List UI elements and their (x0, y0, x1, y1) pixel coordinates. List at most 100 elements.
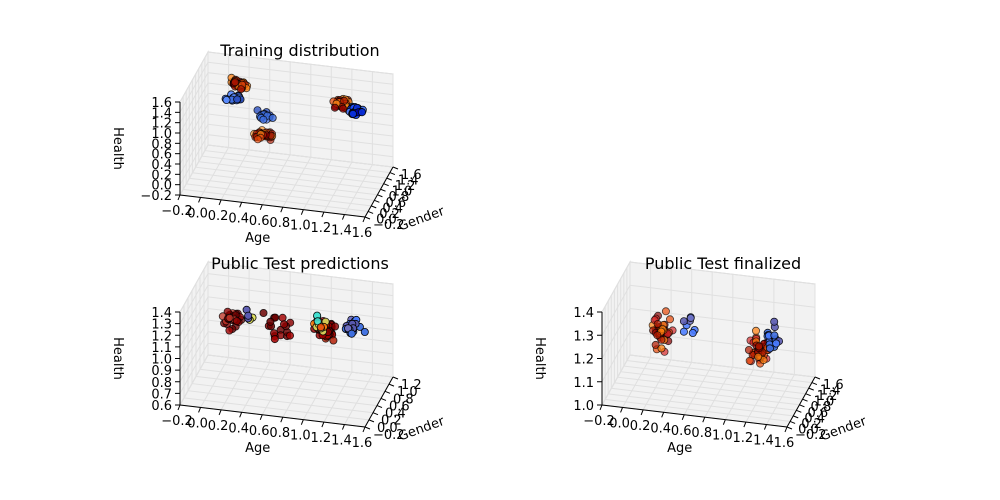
y-tick-label: 1.2 (395, 179, 416, 194)
x-axis-label: Age (667, 441, 692, 456)
z-tick-label: 1.4 (573, 306, 594, 321)
z-tick-label: 1.0 (573, 399, 594, 414)
data-point (329, 336, 338, 345)
x-tick-label: 1.2 (311, 221, 332, 236)
y-tick-label: 0.6 (385, 196, 406, 211)
y-tick-label: 0.0 (377, 421, 398, 436)
x-tick-label: 1.0 (290, 429, 311, 444)
y-tick-label: 1.0 (392, 185, 413, 200)
y-tick-label: 0.4 (382, 201, 403, 216)
data-point (752, 326, 761, 335)
z-tick-label: 0.4 (151, 158, 172, 173)
data-point (231, 78, 240, 87)
data-point (770, 317, 779, 326)
x-axis-line (179, 404, 366, 428)
y-axis-line (786, 376, 816, 428)
z-tick-label: 1.4 (151, 106, 172, 121)
z-tick-label: 1.3 (151, 318, 172, 333)
y-tick-label: 0.8 (393, 392, 414, 407)
subplot-public-test-predictions: −0.20.0 0.2 0.4 0.6 0.8 1.0 1.2 1.4 1.6−0.20.00.… (110, 254, 447, 456)
x-tick-label: 0.8 (691, 426, 712, 441)
data-point (765, 344, 774, 353)
data-point (770, 331, 779, 340)
y-tick-label: −0.2 (373, 218, 405, 233)
data-point (244, 311, 253, 320)
z-tick-label: 0.7 (151, 387, 172, 402)
y-tick-label: 1.4 (398, 174, 419, 189)
x-tick-label: 0.2 (208, 419, 229, 434)
x-tick-label: 0.8 (269, 216, 290, 231)
data-point (347, 329, 356, 338)
y-tick-label: 0.8 (389, 190, 410, 205)
z-tick-label: 0.0 (151, 179, 172, 194)
z-tick-label: 1.1 (151, 341, 172, 356)
z-tick-label: −0.2 (140, 189, 172, 204)
x-tick-label: 0.4 (228, 211, 249, 226)
data-point (339, 104, 348, 113)
x-tick-label: 0.0 (187, 206, 208, 221)
y-axis-line (364, 376, 394, 428)
z-tick-label: 0.8 (151, 137, 172, 152)
data-point (253, 135, 262, 144)
data-point (233, 95, 242, 104)
data-point (679, 327, 688, 336)
z-axis-label: Health (532, 337, 547, 380)
data-point (755, 342, 764, 351)
x-tick-label: 1.6 (774, 436, 795, 451)
y-tick-label: 0.6 (807, 406, 828, 421)
y-tick-label: 1.6 (823, 378, 844, 393)
data-point (686, 314, 695, 323)
x-tick-label: 1.2 (733, 431, 754, 446)
subplot-training-distribution: −0.20.0 0.2 0.4 0.6 0.8 1.0 1.2 1.4 1.6−0.20.00.… (110, 41, 447, 246)
data-point (316, 323, 325, 332)
x-tick-label: 1.0 (712, 429, 733, 444)
data-point (688, 328, 697, 337)
data-point (666, 315, 675, 324)
data-point (266, 317, 275, 326)
data-point (653, 331, 662, 340)
x-tick-label: 0.2 (208, 209, 229, 224)
x-tick-label: 0.2 (630, 419, 651, 434)
z-tick-label: 1.2 (573, 353, 594, 368)
y-tick-label: 1.4 (820, 384, 841, 399)
z-tick-label: 0.2 (151, 168, 172, 183)
y-tick-label: 1.6 (401, 168, 422, 183)
y-tick-label: 1.0 (397, 385, 418, 400)
x-tick-label: 0.6 (249, 424, 270, 439)
x-tick-label: 1.6 (352, 226, 373, 241)
x-tick-label: −0.2 (583, 414, 615, 429)
y-tick-label: 0.2 (381, 414, 402, 429)
data-points (221, 73, 367, 144)
x-tick-label: 1.4 (331, 224, 352, 239)
x-tick-label: −0.2 (161, 414, 193, 429)
x-axis-line (179, 194, 366, 218)
z-tick-label: 1.2 (151, 329, 172, 344)
x-tick-label: 0.0 (609, 416, 630, 431)
data-point (754, 352, 763, 361)
data-point (360, 327, 369, 336)
chart-title: Training distribution (219, 41, 379, 60)
x-tick-label: 1.6 (352, 436, 373, 451)
z-tick-label: 1.6 (151, 96, 172, 111)
data-points (648, 307, 784, 368)
x-tick-label: 1.4 (331, 434, 352, 449)
data-point (661, 307, 670, 316)
x-axis-line (601, 404, 788, 428)
x-tick-label: 0.6 (249, 214, 270, 229)
grid-lines (179, 261, 394, 428)
data-point (744, 345, 753, 354)
x-tick-label: 0.8 (269, 426, 290, 441)
data-point (330, 103, 339, 112)
data-points (218, 305, 369, 345)
z-axis-label: Health (110, 337, 125, 380)
z-axis-label: Health (110, 127, 125, 170)
x-axis-label: Age (245, 441, 270, 456)
data-point (225, 326, 234, 335)
y-tick-label: 0.6 (389, 399, 410, 414)
data-point (357, 108, 366, 117)
data-point (259, 308, 268, 317)
z-tick-label: 0.6 (151, 148, 172, 163)
y-tick-label: 1.2 (401, 378, 422, 393)
data-point (679, 317, 688, 326)
